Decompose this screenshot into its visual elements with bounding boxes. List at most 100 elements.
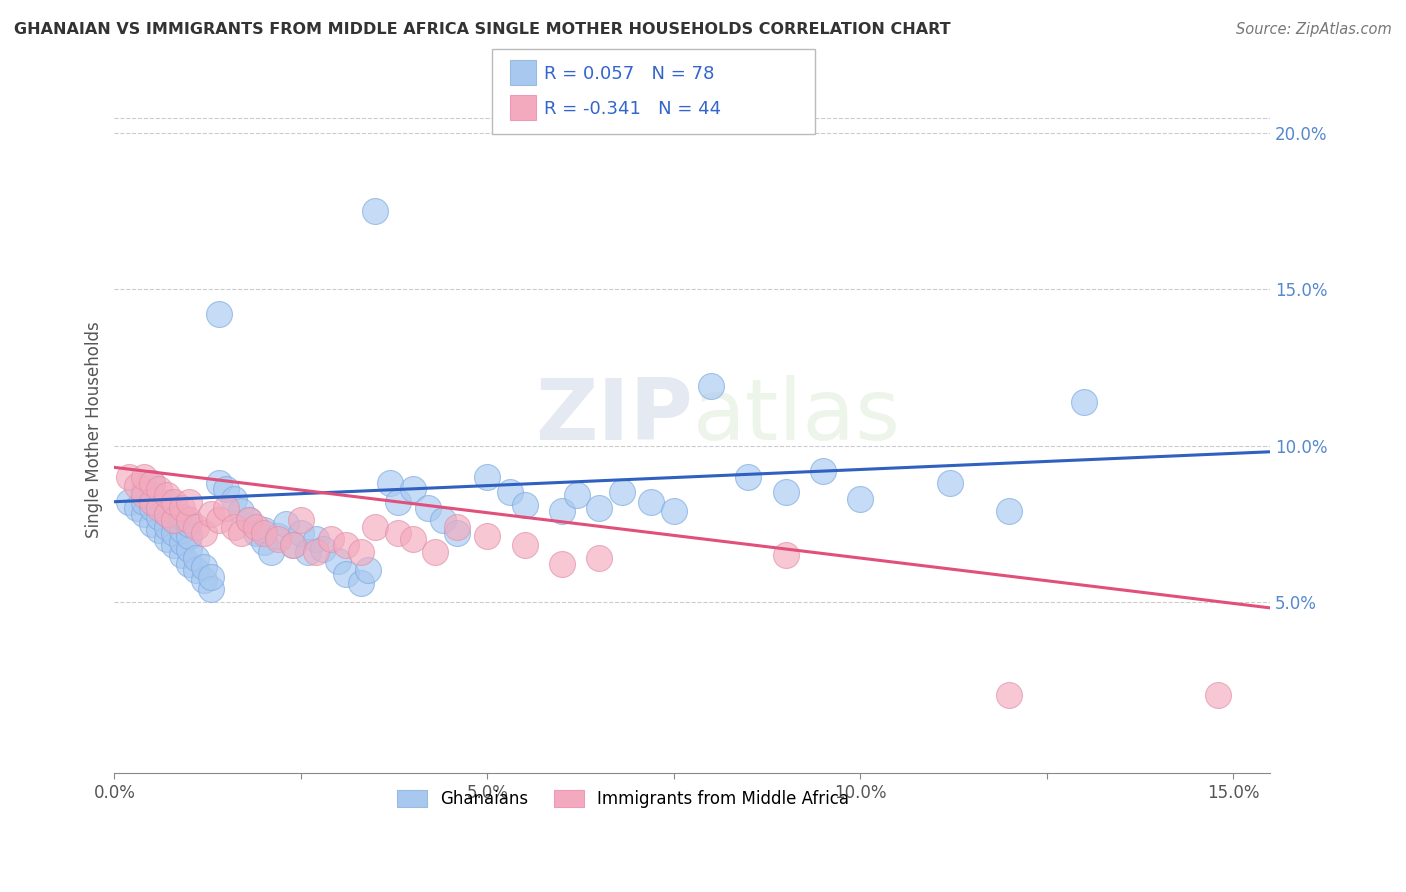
Point [141, 516, 163, 531]
Point [312, 541, 335, 556]
Point [186, 519, 208, 533]
Point [148, 523, 170, 537]
Point [662, 504, 685, 518]
Point [260, 544, 283, 558]
Point [193, 573, 215, 587]
Point [775, 548, 797, 562]
Point [998, 689, 1021, 703]
Point [737, 469, 759, 483]
Point [305, 544, 328, 558]
Point [134, 507, 156, 521]
Point [141, 475, 163, 490]
Point [274, 516, 297, 531]
Point [177, 541, 200, 556]
Point [245, 525, 267, 540]
Point [208, 307, 231, 321]
Point [141, 488, 163, 502]
Point [416, 500, 439, 515]
Point [513, 538, 536, 552]
Point [222, 491, 245, 506]
Point [640, 494, 662, 508]
Point [193, 560, 215, 574]
Point [328, 554, 350, 568]
Point [357, 564, 380, 578]
Point [305, 532, 328, 546]
Point [156, 507, 179, 521]
Point [551, 558, 574, 572]
Point [118, 469, 141, 483]
Point [849, 491, 872, 506]
Point [238, 513, 260, 527]
Point [267, 529, 290, 543]
Point [700, 379, 723, 393]
Point [200, 570, 222, 584]
Point [141, 494, 163, 508]
Point [148, 510, 170, 524]
Point [446, 525, 468, 540]
Point [290, 513, 312, 527]
Point [610, 485, 633, 500]
Point [148, 498, 170, 512]
Y-axis label: Single Mother Households: Single Mother Households [86, 321, 103, 538]
Point [186, 551, 208, 566]
Point [215, 482, 238, 496]
Point [200, 582, 222, 597]
Point [423, 544, 446, 558]
Point [156, 488, 179, 502]
Point [1206, 689, 1229, 703]
Point [208, 513, 231, 527]
Point [148, 500, 170, 515]
Point [1073, 394, 1095, 409]
Point [163, 513, 186, 527]
Point [380, 475, 402, 490]
Point [238, 513, 260, 527]
Point [283, 538, 305, 552]
Point [513, 498, 536, 512]
Point [998, 504, 1021, 518]
Point [811, 463, 834, 477]
Point [364, 204, 387, 219]
Point [141, 475, 163, 490]
Point [156, 494, 179, 508]
Point [290, 525, 312, 540]
Point [222, 519, 245, 533]
Point [319, 532, 342, 546]
Point [156, 507, 179, 521]
Point [134, 494, 156, 508]
Point [141, 500, 163, 515]
Point [364, 519, 387, 533]
Point [170, 510, 193, 524]
Point [551, 504, 574, 518]
Point [215, 500, 238, 515]
Point [170, 500, 193, 515]
Point [186, 564, 208, 578]
Point [193, 525, 215, 540]
Point [177, 494, 200, 508]
Legend: Ghanaians, Immigrants from Middle Africa: Ghanaians, Immigrants from Middle Africa [391, 783, 856, 814]
Point [177, 558, 200, 572]
Point [163, 538, 186, 552]
Point [335, 538, 357, 552]
Point [477, 529, 499, 543]
Point [134, 482, 156, 496]
Point [163, 513, 186, 527]
Point [349, 544, 371, 558]
Text: R = -0.341   N = 44: R = -0.341 N = 44 [544, 100, 721, 118]
Point [775, 485, 797, 500]
Point [208, 475, 231, 490]
Point [134, 469, 156, 483]
Point [148, 482, 170, 496]
Point [297, 544, 319, 558]
Point [170, 523, 193, 537]
Point [177, 513, 200, 527]
Point [588, 551, 610, 566]
Point [938, 475, 960, 490]
Point [125, 479, 148, 493]
Point [477, 469, 499, 483]
Point [565, 488, 588, 502]
Point [432, 513, 454, 527]
Point [267, 532, 290, 546]
Point [402, 482, 425, 496]
Point [200, 507, 222, 521]
Point [498, 485, 520, 500]
